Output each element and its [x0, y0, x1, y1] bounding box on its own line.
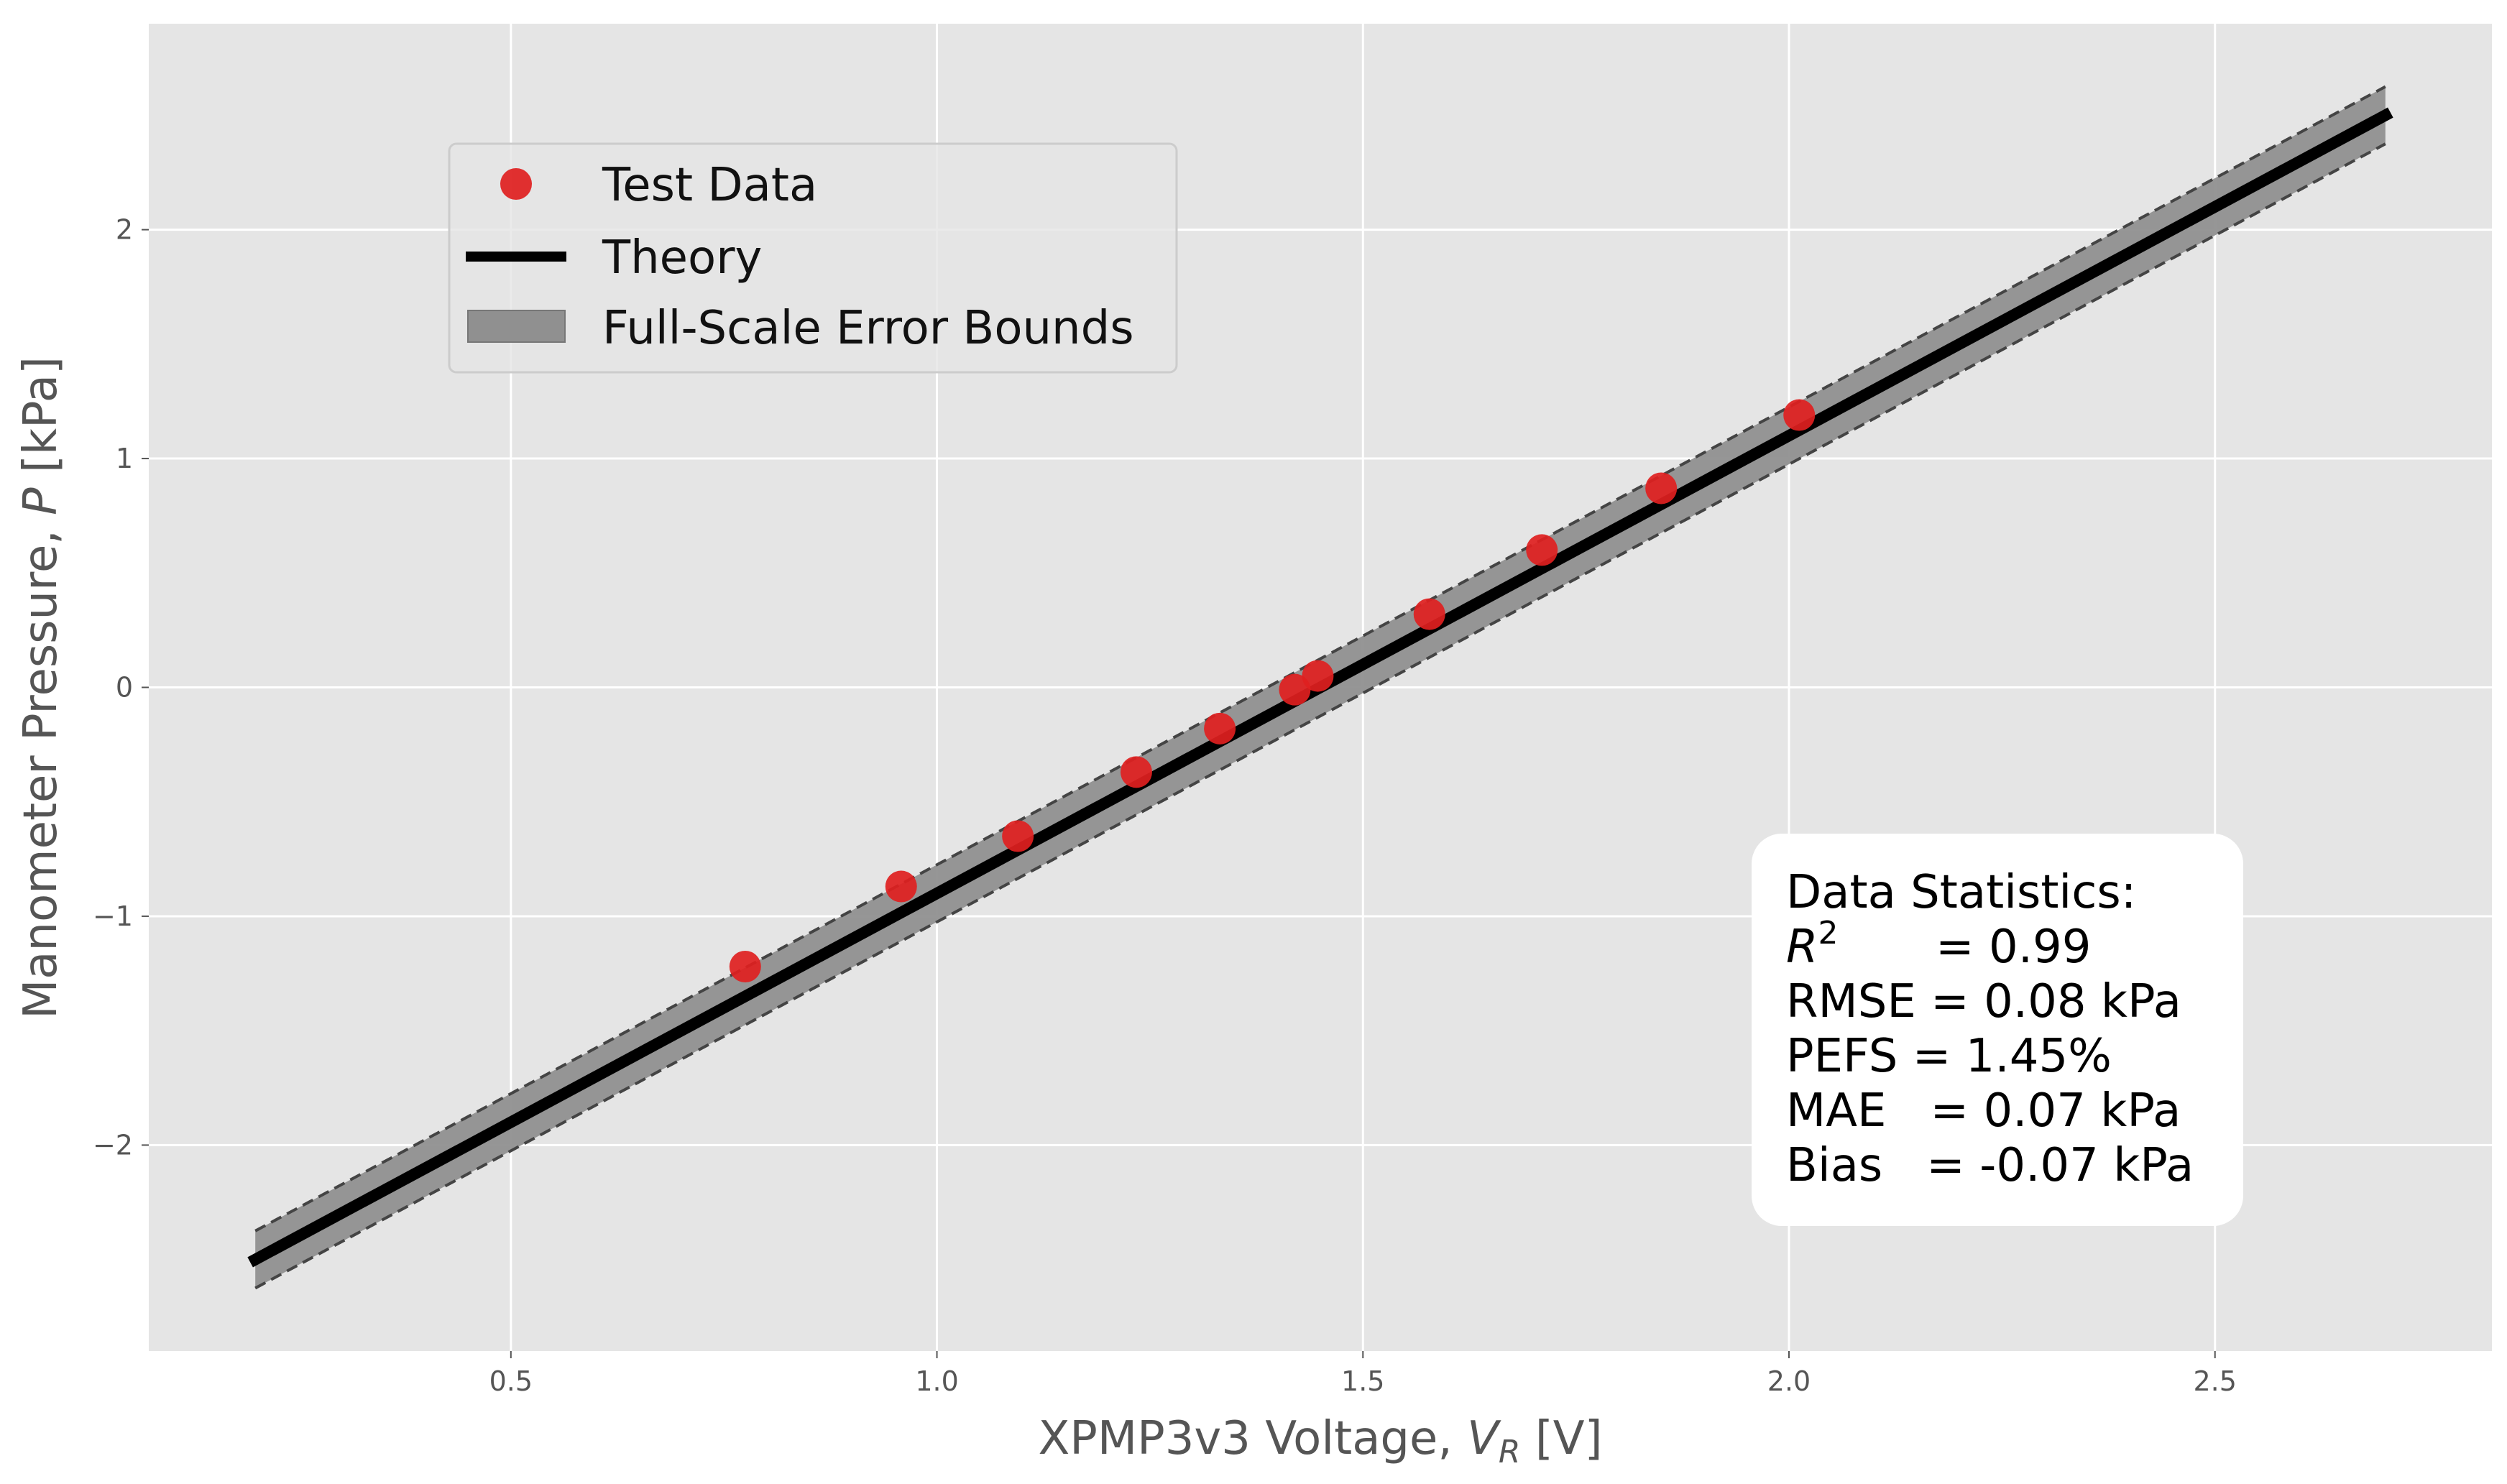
y-tick-label: −1	[93, 900, 133, 932]
y-tick-label: 1	[116, 443, 133, 474]
data-point	[729, 951, 761, 983]
x-tick-label: 2.0	[1767, 1365, 1811, 1397]
x-tick-label: 0.5	[489, 1365, 533, 1397]
data-point	[1279, 673, 1311, 706]
stats-r2-label: R2	[1786, 915, 1838, 974]
data-point	[1783, 399, 1816, 431]
data-point	[1204, 712, 1236, 745]
stats-pefs: PEFS = 1.45%	[1786, 1030, 2112, 1083]
error-bound-upper	[254, 85, 2386, 1232]
legend-marker-error-bounds	[467, 310, 566, 343]
y-tick-label: 2	[116, 214, 133, 246]
y-tick-label: −2	[93, 1129, 133, 1161]
x-axis-ticks: 0.5 1.0 1.5 2.0 2.5	[489, 1351, 2237, 1397]
data-point	[1645, 472, 1678, 504]
data-point	[1302, 660, 1334, 692]
legend-label-test-data: Test Data	[602, 159, 817, 212]
legend-frame	[448, 142, 1178, 374]
data-point	[1002, 820, 1034, 852]
y-axis-ticks: −2 −1 0 1 2	[93, 214, 149, 1161]
legend-label-error-bounds: Full-Scale Error Bounds	[602, 302, 1134, 355]
x-axis-label: XPMP3v3 Voltage, VR [V]	[1038, 1412, 1602, 1470]
stats-box-frame	[1752, 834, 2243, 1226]
x-tick-label: 2.5	[2194, 1365, 2237, 1397]
y-tick-label: 0	[116, 672, 133, 704]
x-tick-label: 1.5	[1341, 1365, 1384, 1397]
y-axis-label: Manometer Pressure, P [kPa]	[14, 356, 68, 1019]
x-tick-label: 1.0	[915, 1365, 958, 1397]
data-point	[1120, 756, 1152, 788]
test-data-points	[729, 399, 1816, 983]
legend-marker-test-data	[500, 168, 532, 200]
legend: Test Data Theory Full-Scale Error Bounds	[448, 142, 1178, 374]
legend-label-theory: Theory	[602, 231, 762, 285]
data-point	[1413, 598, 1445, 630]
stats-title: Data Statistics:	[1786, 866, 2136, 919]
data-point	[885, 870, 917, 903]
error-bound-lower	[254, 142, 2386, 1290]
data-point	[1526, 534, 1558, 566]
stats-box: Data Statistics: R2 = 0.99 RMSE = 0.08 k…	[1752, 834, 2243, 1226]
stats-rmse: RMSE = 0.08 kPa	[1786, 975, 2181, 1028]
stats-bias: Bias = -0.07 kPa	[1786, 1139, 2194, 1192]
stats-mae: MAE = 0.07 kPa	[1786, 1084, 2181, 1138]
stats-r2-value: = 0.99	[1936, 921, 2091, 974]
